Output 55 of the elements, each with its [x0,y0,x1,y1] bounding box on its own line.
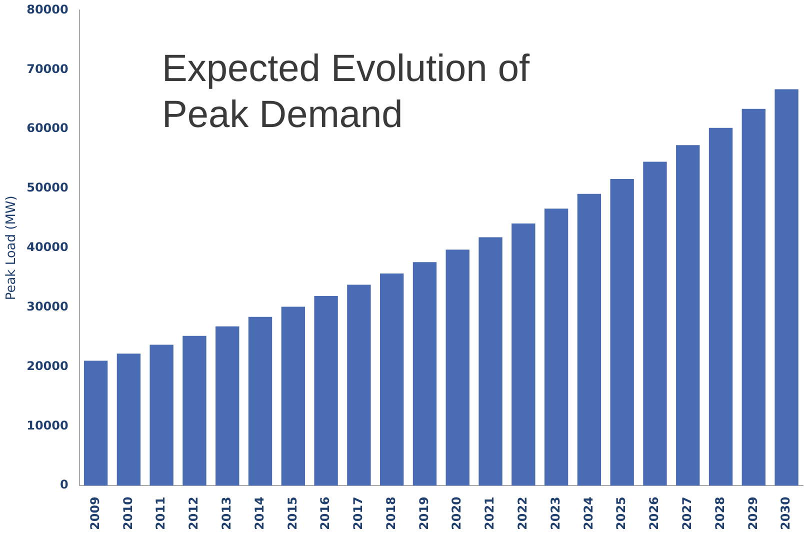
bar [708,128,733,486]
y-tick-label: 0 [60,478,68,492]
bar [84,360,108,486]
x-tick-label: 2014 [252,496,266,530]
bar [478,237,502,486]
bar [577,194,602,486]
x-tick-label: 2015 [285,496,300,530]
bar [742,108,766,486]
x-tick-label: 2016 [318,496,332,530]
x-tick-label: 2020 [450,496,464,530]
y-tick-label: 50000 [26,180,68,195]
bar [676,145,700,486]
x-tick-label: 2023 [548,496,562,530]
x-tick-label: 2021 [482,496,497,530]
y-tick-label: 40000 [26,240,68,254]
y-tick-label: 30000 [26,299,68,314]
y-axis-title: Peak Load (MW) [4,196,20,300]
x-tick-label: 2019 [416,496,431,530]
x-tick-label: 2024 [581,496,596,530]
x-tick-label: 2027 [680,496,694,530]
bar [347,284,371,486]
y-tick-label: 80000 [26,2,68,16]
x-tick-label: 2025 [614,496,628,530]
x-tick-label: 2011 [154,496,168,530]
y-tick-label: 20000 [26,358,68,373]
bar [216,326,240,486]
bar [281,306,305,486]
text: Expected Evolution of Peak Demand [162,47,530,138]
bar [643,162,667,486]
bar [182,336,206,486]
x-tick-label: 2018 [384,496,398,530]
bar [314,296,338,486]
x-tick-label: 2028 [712,496,727,530]
x-tick-label: 2010 [120,496,135,530]
x-tick-label: 2013 [219,496,234,530]
bar [412,262,437,486]
bar [380,273,404,486]
x-tick-label: 2017 [351,496,366,530]
bar [446,250,470,486]
bar [248,316,272,486]
bar [610,178,634,486]
x-tick-label: 2009 [88,496,102,530]
bar [116,354,141,486]
x-tick-label: 2030 [778,496,793,530]
x-tick-label: 2012 [186,496,201,530]
x-tick-label: 2022 [516,496,530,530]
bar [544,208,568,486]
y-tick-label: 10000 [26,418,68,432]
bar [150,344,174,486]
bar [512,224,536,486]
x-tick-label: 2029 [746,496,760,530]
y-tick-label: 70000 [26,62,68,76]
bar [774,89,798,486]
x-tick-label: 2026 [647,496,662,530]
y-tick-label: 60000 [26,121,68,136]
